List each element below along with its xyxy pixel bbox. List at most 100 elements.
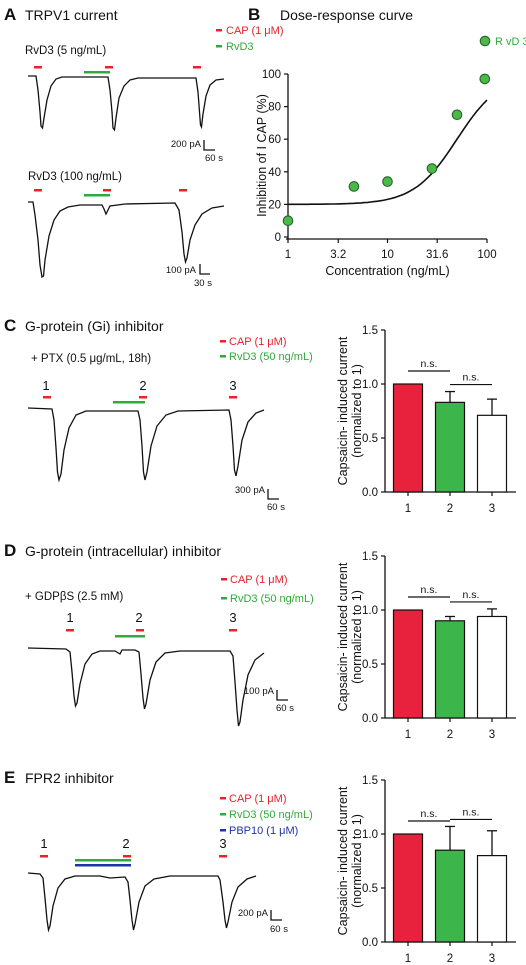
legend-cap-marker-e — [220, 797, 226, 800]
cap-marker-a2-1 — [34, 189, 42, 192]
scale-bar-d — [276, 690, 288, 701]
legend-rvd3-marker-c — [220, 355, 226, 358]
y-tick-label-b-5: 100 — [262, 69, 281, 81]
cap-marker-e3 — [219, 855, 227, 858]
sweep-label-c2: 2 — [139, 378, 146, 393]
panel-a-sub2-label: RvD3 (100 ng/mL) — [28, 171, 122, 183]
panel-d-title: G-protein (intracellular) inhibitor — [25, 543, 221, 559]
ns-label-d-0: n.s. — [421, 584, 438, 596]
y-tick-label-d-3: 1.5 — [362, 551, 378, 563]
y-tick-label-e-2: 1.0 — [362, 829, 378, 841]
scale-x-c: 60 s — [267, 502, 285, 513]
panel-c-letter: C — [4, 316, 16, 335]
cap-marker-d2 — [136, 629, 144, 632]
sweep-label-e1: 1 — [40, 836, 47, 851]
cap-marker-a2-3 — [179, 189, 187, 192]
x-tick-label-c-2: 3 — [489, 503, 495, 515]
y-tick-label-d-1: 0.5 — [362, 659, 378, 671]
panel-b: B Dose-response curve 0 20 40 60 80 100 1 3.2 10… — [248, 5, 526, 278]
panel-a-letter: A — [4, 5, 16, 24]
panel-d-condition: + GDPβS (2.5 mM) — [25, 591, 123, 603]
x-tick-label-d-0: 1 — [405, 729, 411, 741]
panel-b-letter: B — [248, 5, 260, 24]
y-axis-label-c-line1: Capsaicin- induced current — [336, 336, 350, 485]
panel-a-title: TRPV1 current — [25, 7, 118, 23]
scale-y-a1: 200 pA — [171, 139, 202, 150]
x-tick-label-d-2: 3 — [489, 729, 495, 741]
x-tick-label-b-4: 100 — [477, 249, 496, 261]
cap-marker-a1-2 — [105, 66, 113, 69]
legend-cap-marker-d — [221, 578, 227, 581]
x-tick-label-c-1: 2 — [447, 503, 453, 515]
panel-e-title: FPR2 inhibitor — [25, 770, 114, 786]
y-axis-label-e-line1: Capsaicin- induced current — [336, 786, 350, 935]
scale-x-a1: 60 s — [205, 153, 223, 164]
y-tick-label-e-1: 0.5 — [362, 883, 378, 895]
cap-marker-c3 — [229, 396, 237, 399]
x-tick-label-e-1: 2 — [447, 953, 453, 965]
panel-e: E FPR2 inhibitor CAP (1 μM) RvD3 (50 ng/… — [4, 768, 516, 965]
pbp10-bar-e — [75, 864, 131, 867]
panel-e-letter: E — [4, 768, 15, 787]
legend-label-b: R vD 3 — [495, 36, 526, 48]
y-axis-label-e-line2: (normalized to 1) — [350, 814, 364, 908]
data-point-b-2 — [382, 176, 393, 187]
bar-chart-c: 0.0 0.5 1.0 1.5 1 2 3 n.s. n.s. Capsaicin- induce… — [336, 325, 516, 515]
y-tick-label-c-3: 1.5 — [362, 325, 378, 337]
scale-x-e: 60 s — [270, 924, 288, 935]
y-axis-label-c-line2: (normalized to 1) — [350, 364, 364, 458]
ns-label-e-0: n.s. — [421, 808, 438, 820]
legend-pbp10-e: PBP10 (1 μM) — [229, 825, 298, 837]
panel-d: D G-protein (intracellular) inhibitor CA… — [4, 541, 516, 741]
y-tick-label-b-1: 20 — [268, 199, 281, 211]
panel-b-title: Dose-response curve — [280, 7, 413, 23]
sweep-label-d3: 3 — [229, 610, 236, 625]
bar-d-2 — [476, 615, 508, 719]
y-tick-label-c-1: 0.5 — [362, 433, 378, 445]
y-tick-label-c-0: 0.0 — [362, 487, 378, 499]
rvd3-bar-e — [75, 859, 131, 862]
scale-y-d: 100 pA — [244, 686, 275, 697]
legend-pbp10-marker-e — [220, 829, 226, 832]
scale-y-a2: 100 pA — [166, 265, 197, 276]
scale-y-e: 200 pA — [238, 908, 269, 919]
cap-marker-c1 — [43, 396, 51, 399]
sweep-label-c3: 3 — [229, 378, 236, 393]
rvd3-bar-c — [113, 401, 145, 404]
trace-e — [27, 872, 257, 933]
cap-marker-a1-3 — [193, 66, 201, 69]
legend-cap-d: CAP (1 μM) — [230, 574, 287, 586]
x-tick-label-e-2: 3 — [489, 953, 495, 965]
sweep-label-d2: 2 — [135, 610, 142, 625]
scale-y-c: 300 pA — [235, 485, 266, 496]
legend-marker-b — [479, 35, 491, 47]
legend-rvd3-marker-e — [220, 813, 226, 816]
y-tick-label-d-0: 0.0 — [362, 713, 378, 725]
x-tick-label-b-3: 31.6 — [426, 249, 448, 261]
rvd3-bar-d — [115, 635, 145, 638]
cap-marker-e1 — [40, 855, 48, 858]
legend-cap-marker-a — [216, 29, 222, 32]
x-tick-label-b-2: 10 — [381, 249, 394, 261]
y-axis-label-b: Inhibition of I CAP (%) — [255, 94, 269, 217]
scale-bar-a2 — [199, 264, 210, 275]
bar-chart-e: 0.0 0.5 1.0 1.5 1 2 3 n.s. n.s. Capsaicin- induce… — [336, 775, 516, 965]
bar-chart-d: 0.0 0.5 1.0 1.5 1 2 3 n.s. n.s. Capsaicin- induce… — [336, 551, 516, 741]
bar-e-1 — [434, 849, 466, 943]
trace-a1 — [28, 75, 225, 132]
bar-c-0 — [392, 383, 424, 493]
x-tick-label-c-0: 1 — [405, 503, 411, 515]
legend-rvd3-d: RvD3 (50 ng/mL) — [230, 593, 314, 605]
trace-a2 — [28, 201, 225, 279]
bar-c-2 — [476, 414, 508, 493]
y-tick-label-b-4: 80 — [268, 102, 281, 114]
scale-bar-c — [267, 489, 279, 500]
panel-c-condition: + PTX (0.5 μg/mL, 18h) — [31, 353, 151, 365]
ns-label-e-1: n.s. — [463, 806, 480, 818]
y-tick-label-c-2: 1.0 — [362, 379, 378, 391]
data-point-b-1 — [348, 181, 360, 192]
trace-d — [27, 647, 265, 727]
rvd3-bar-a1 — [84, 71, 110, 74]
y-tick-label-b-0: 0 — [275, 232, 281, 244]
